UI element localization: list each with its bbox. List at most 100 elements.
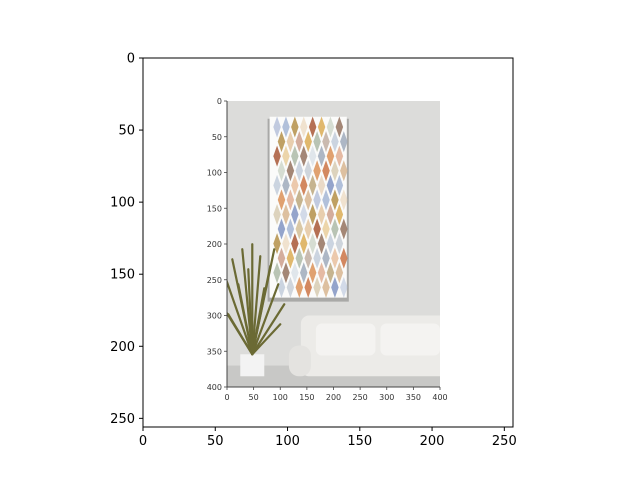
embedded-y-tick-label: 250 xyxy=(207,276,222,285)
embedded-y-tick-label: 350 xyxy=(207,347,222,356)
canvas-diamond xyxy=(282,262,290,284)
embedded-x-tick-label: 100 xyxy=(273,393,288,402)
canvas-diamond xyxy=(300,203,308,225)
canvas-diamond xyxy=(317,116,326,138)
canvas-diamond xyxy=(308,203,317,225)
canvas-diamond xyxy=(317,262,326,284)
embedded-y-tick-label: 300 xyxy=(207,312,222,321)
canvas-diamond xyxy=(304,276,312,298)
canvas-diamond xyxy=(273,203,281,225)
canvas-diamond xyxy=(317,145,326,167)
embedded-x-tick-label: 150 xyxy=(299,393,314,402)
canvas-diamond xyxy=(273,145,281,167)
canvas-diamond xyxy=(313,131,321,153)
canvas-diamond xyxy=(291,145,299,167)
plant-leaf xyxy=(227,278,254,356)
canvas-diamond xyxy=(317,174,326,196)
y-tick-label: 150 xyxy=(110,268,135,283)
canvas-diamond xyxy=(322,276,330,298)
canvas-diamond xyxy=(304,189,312,211)
sofa-arm xyxy=(288,345,311,377)
canvas-diamond xyxy=(326,116,335,138)
canvas-diamond xyxy=(286,276,295,298)
canvas-diamond xyxy=(300,233,308,255)
plant-leaf xyxy=(247,268,254,356)
y-tick-label: 100 xyxy=(110,196,135,211)
canvas-diamond xyxy=(335,203,344,225)
canvas-diamond xyxy=(304,247,312,269)
canvas-diamond xyxy=(331,276,339,298)
embedded-x-tick-label: 350 xyxy=(406,393,421,402)
canvas-diamond xyxy=(340,160,348,182)
y-tick-label: 250 xyxy=(110,412,135,427)
plant-leaf xyxy=(251,283,280,356)
y-tick-label: 200 xyxy=(110,340,135,355)
y-tick-label: 0 xyxy=(127,52,135,67)
canvas-diamond xyxy=(282,233,290,255)
plant-leaf xyxy=(251,323,282,356)
embedded-y-tick-label: 0 xyxy=(217,97,222,106)
canvas-diamond xyxy=(291,203,299,225)
canvas-diamond xyxy=(308,116,317,138)
embedded-x-tick-label: 300 xyxy=(379,393,394,402)
x-axis: 0 50 100 150 200 250 xyxy=(139,427,517,449)
plant-leaf xyxy=(227,313,254,356)
embedded-x-tick-label: 250 xyxy=(352,393,367,402)
canvas-diamond xyxy=(308,145,317,167)
canvas-diamond xyxy=(308,174,317,196)
canvas-diamond xyxy=(326,233,335,255)
canvas-diamond xyxy=(335,116,344,138)
canvas-diamond xyxy=(313,160,321,182)
canvas-diamond xyxy=(277,189,286,211)
canvas-diamond xyxy=(282,145,290,167)
canvas-diamond xyxy=(273,174,281,196)
plant-pot xyxy=(240,354,265,377)
canvas-diamond xyxy=(326,174,335,196)
canvas-diamond xyxy=(282,174,290,196)
plant-leaf xyxy=(251,255,262,356)
x-tick-label: 100 xyxy=(275,434,300,449)
canvas-diamond xyxy=(282,116,290,138)
canvas-diamond xyxy=(313,189,321,211)
canvas-diamond xyxy=(322,131,330,153)
image-layer: 0 50 100 150 200 250 300 350 4000501001502002503… xyxy=(207,97,448,402)
canvas-diamond xyxy=(286,189,295,211)
canvas-diamond xyxy=(295,218,304,240)
canvas-diamond xyxy=(326,203,335,225)
plant-leaf xyxy=(237,283,254,356)
canvas-diamond xyxy=(277,160,286,182)
canvas-diamond xyxy=(286,218,295,240)
canvas-diamond xyxy=(286,247,295,269)
canvas-diamond xyxy=(273,233,281,255)
embedded-x-tick-label: 0 xyxy=(224,393,229,402)
canvas-diamond xyxy=(322,218,330,240)
canvas-diamond xyxy=(300,145,308,167)
canvas-diamond xyxy=(300,116,308,138)
canvas-diamond xyxy=(304,160,312,182)
canvas-diamond xyxy=(295,131,304,153)
canvas-diamond xyxy=(340,131,348,153)
y-axis: 0 50 100 150 200 250 xyxy=(110,52,143,427)
canvas-diamond xyxy=(273,262,281,284)
sofa-cushion xyxy=(380,323,440,356)
x-tick-label: 200 xyxy=(420,434,445,449)
canvas-diamond xyxy=(282,203,290,225)
canvas-diamond xyxy=(286,160,295,182)
canvas-diamond xyxy=(331,160,339,182)
canvas-diamond xyxy=(340,247,348,269)
canvas-diamond xyxy=(331,247,339,269)
canvas-diamond xyxy=(300,262,308,284)
canvas-diamond xyxy=(308,262,317,284)
plant-leaf xyxy=(251,248,276,356)
canvas-diamond xyxy=(331,218,339,240)
canvas-diamond xyxy=(295,160,304,182)
canvas-diamond xyxy=(291,233,299,255)
embedded-y-tick-label: 50 xyxy=(212,133,222,142)
canvas-diamond xyxy=(335,233,344,255)
canvas-diamond xyxy=(335,262,344,284)
canvas-diamond xyxy=(317,203,326,225)
canvas-diamond xyxy=(340,189,348,211)
canvas-diamond xyxy=(304,131,312,153)
embedded-axes: 0 50 100 150 200 250 300 350 4000501001502002503… xyxy=(207,97,448,402)
